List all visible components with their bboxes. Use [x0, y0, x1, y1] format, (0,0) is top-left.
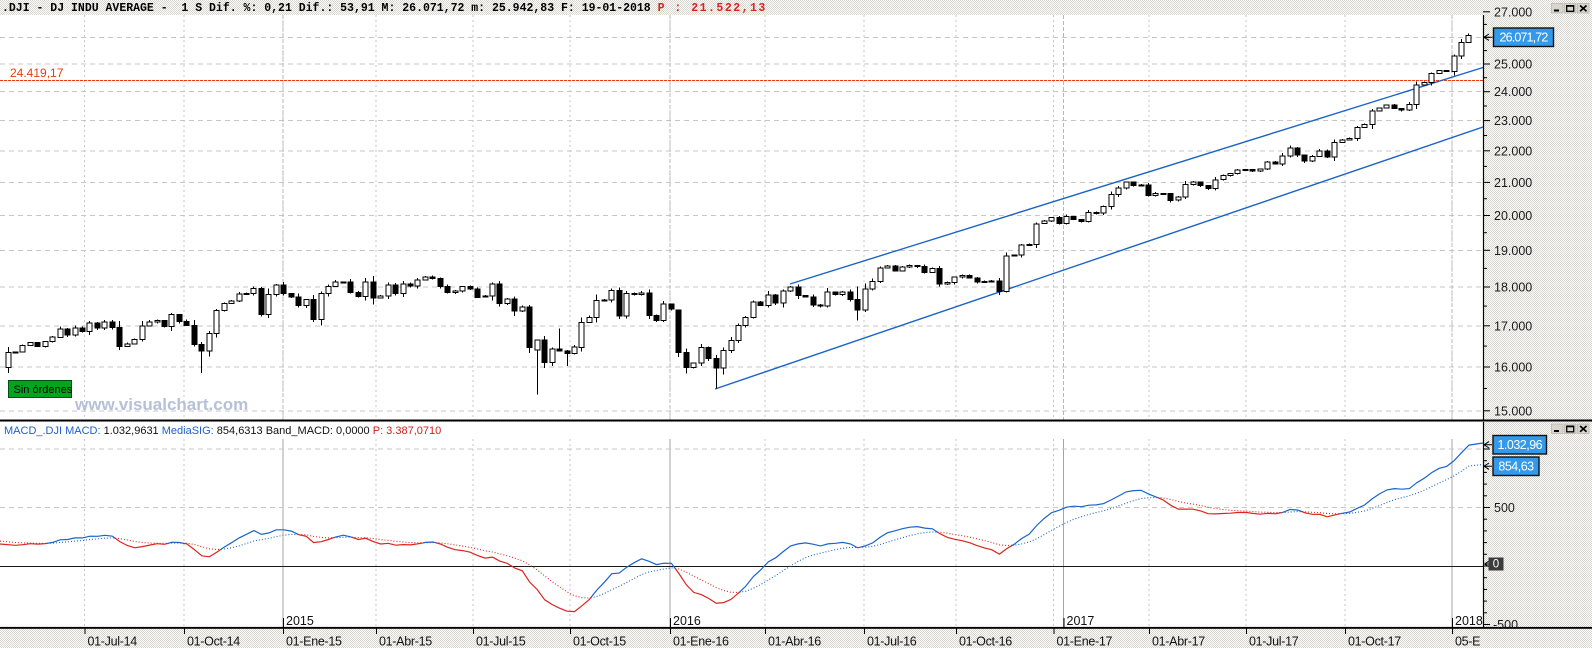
svg-text:27.000: 27.000	[1494, 5, 1532, 19]
svg-text:19.000: 19.000	[1494, 244, 1532, 258]
svg-text:01-Abr-17: 01-Abr-17	[1152, 635, 1205, 648]
svg-text:www.visualchart.com: www.visualchart.com	[74, 395, 248, 414]
svg-text:20.000: 20.000	[1494, 209, 1532, 223]
svg-text:01-Ene-16: 01-Ene-16	[673, 635, 729, 648]
svg-text:0: 0	[1493, 559, 1499, 571]
svg-text:05-E: 05-E	[1455, 635, 1480, 648]
svg-text:23.000: 23.000	[1494, 114, 1532, 128]
svg-text:25.000: 25.000	[1494, 58, 1532, 72]
svg-text:01-Jul-17: 01-Jul-17	[1249, 635, 1299, 648]
svg-text:2017: 2017	[1067, 614, 1095, 628]
svg-text:18.000: 18.000	[1494, 281, 1532, 295]
svg-text:01-Jul-15: 01-Jul-15	[476, 635, 526, 648]
svg-text:-500: -500	[1493, 618, 1518, 632]
svg-text:500: 500	[1494, 501, 1515, 515]
svg-text:.DJI - DJ INDU AVERAGE - 1 S: .DJI - DJ INDU AVERAGE - 1 S Dif. %: 0,2…	[2, 2, 767, 15]
svg-text:01-Abr-16: 01-Abr-16	[768, 635, 821, 648]
svg-text:854,63: 854,63	[1498, 459, 1534, 473]
svg-text:01-Jul-16: 01-Jul-16	[867, 635, 917, 648]
svg-text:2016: 2016	[673, 614, 701, 628]
svg-text:01-Oct-16: 01-Oct-16	[959, 635, 1012, 648]
svg-text:24.419,17: 24.419,17	[10, 66, 64, 80]
svg-text:26.071,72: 26.071,72	[1500, 31, 1549, 45]
svg-text:21.000: 21.000	[1494, 176, 1532, 190]
svg-text:2015: 2015	[286, 614, 314, 628]
svg-text:01-Jul-14: 01-Jul-14	[88, 635, 138, 648]
svg-text:16.000: 16.000	[1494, 361, 1532, 375]
svg-text:24.000: 24.000	[1494, 85, 1532, 99]
svg-text:01-Oct-14: 01-Oct-14	[187, 635, 240, 648]
svg-text:1.032,96: 1.032,96	[1497, 438, 1542, 452]
svg-text:17.000: 17.000	[1494, 319, 1532, 333]
svg-text:Sin órdenes: Sin órdenes	[14, 384, 73, 396]
svg-text:01-Abr-15: 01-Abr-15	[379, 635, 432, 648]
svg-text:22.000: 22.000	[1494, 144, 1532, 158]
svg-text:15.000: 15.000	[1494, 404, 1532, 418]
svg-text:01-Oct-15: 01-Oct-15	[573, 635, 626, 648]
svg-text:MACD_.DJI MACD: 1.032,9631 Med: MACD_.DJI MACD: 1.032,9631 MediaSIG: 854…	[4, 425, 441, 437]
svg-text:01-Ene-17: 01-Ene-17	[1057, 635, 1113, 648]
svg-text:2018: 2018	[1455, 614, 1483, 628]
svg-text:01-Oct-17: 01-Oct-17	[1348, 635, 1401, 648]
svg-text:01-Ene-15: 01-Ene-15	[286, 635, 342, 648]
